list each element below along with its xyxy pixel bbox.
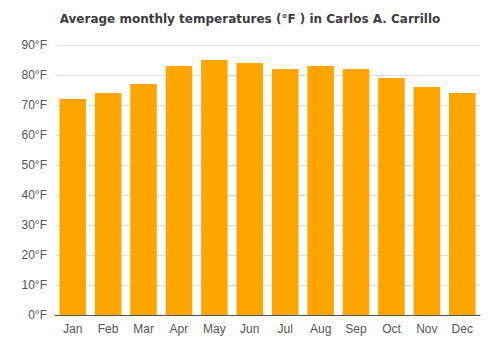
svg-text:70°F: 70°F — [22, 98, 47, 112]
svg-text:Oct: Oct — [382, 322, 401, 336]
svg-text:30°F: 30°F — [22, 218, 47, 232]
svg-text:10°F: 10°F — [22, 278, 47, 292]
svg-text:0°F: 0°F — [28, 308, 47, 322]
svg-text:40°F: 40°F — [22, 188, 47, 202]
svg-text:60°F: 60°F — [22, 128, 47, 142]
svg-text:20°F: 20°F — [22, 248, 47, 262]
svg-text:May: May — [203, 322, 226, 336]
svg-text:Nov: Nov — [416, 322, 437, 336]
svg-text:Dec: Dec — [452, 322, 473, 336]
svg-text:Feb: Feb — [98, 322, 119, 336]
svg-text:80°F: 80°F — [22, 68, 47, 82]
svg-text:Aug: Aug — [310, 322, 331, 336]
svg-text:Mar: Mar — [133, 322, 154, 336]
svg-text:Apr: Apr — [170, 322, 189, 336]
svg-text:Jun: Jun — [240, 322, 259, 336]
svg-text:90°F: 90°F — [22, 38, 47, 52]
svg-text:Jul: Jul — [278, 322, 293, 336]
svg-text:Jan: Jan — [63, 322, 82, 336]
svg-text:Sep: Sep — [345, 322, 367, 336]
svg-text:50°F: 50°F — [22, 158, 47, 172]
svg-text:Average monthly temperatures (: Average monthly temperatures (°F ) in Ca… — [60, 12, 441, 26]
